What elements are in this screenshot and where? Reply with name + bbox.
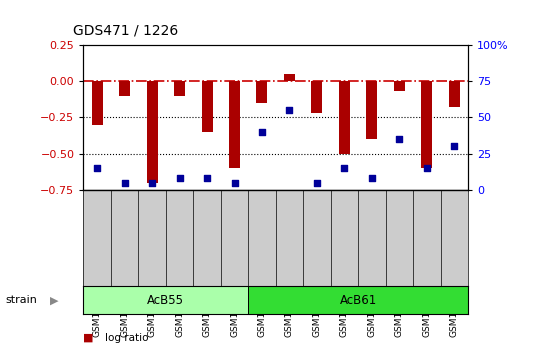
Bar: [449, 81, 460, 107]
Point: [148, 180, 157, 185]
Point: [258, 129, 266, 135]
Point: [175, 175, 184, 181]
Point: [395, 136, 404, 142]
Bar: [174, 81, 185, 96]
Text: AcB61: AcB61: [339, 294, 377, 307]
Point: [93, 165, 102, 171]
Point: [121, 180, 129, 185]
Text: ■: ■: [83, 333, 94, 343]
Bar: [366, 81, 377, 139]
Point: [340, 165, 349, 171]
Point: [422, 165, 431, 171]
Point: [285, 107, 294, 113]
Bar: [91, 81, 103, 125]
Point: [230, 180, 239, 185]
Bar: [257, 81, 267, 103]
Text: log ratio: log ratio: [105, 333, 148, 343]
Bar: [229, 81, 240, 168]
Point: [203, 175, 211, 181]
Bar: [119, 81, 130, 96]
Point: [367, 175, 376, 181]
Bar: [146, 81, 158, 183]
Bar: [312, 81, 322, 113]
Point: [450, 144, 458, 149]
Bar: [394, 81, 405, 91]
Text: AcB55: AcB55: [147, 294, 185, 307]
Bar: [284, 74, 295, 81]
Bar: [421, 81, 433, 168]
Point: [313, 180, 321, 185]
Bar: [248, 286, 468, 314]
Bar: [339, 81, 350, 154]
Text: strain: strain: [5, 295, 37, 305]
Text: ▶: ▶: [49, 295, 58, 305]
Text: GDS471 / 1226: GDS471 / 1226: [73, 24, 178, 38]
Bar: [202, 81, 213, 132]
Bar: [83, 286, 248, 314]
